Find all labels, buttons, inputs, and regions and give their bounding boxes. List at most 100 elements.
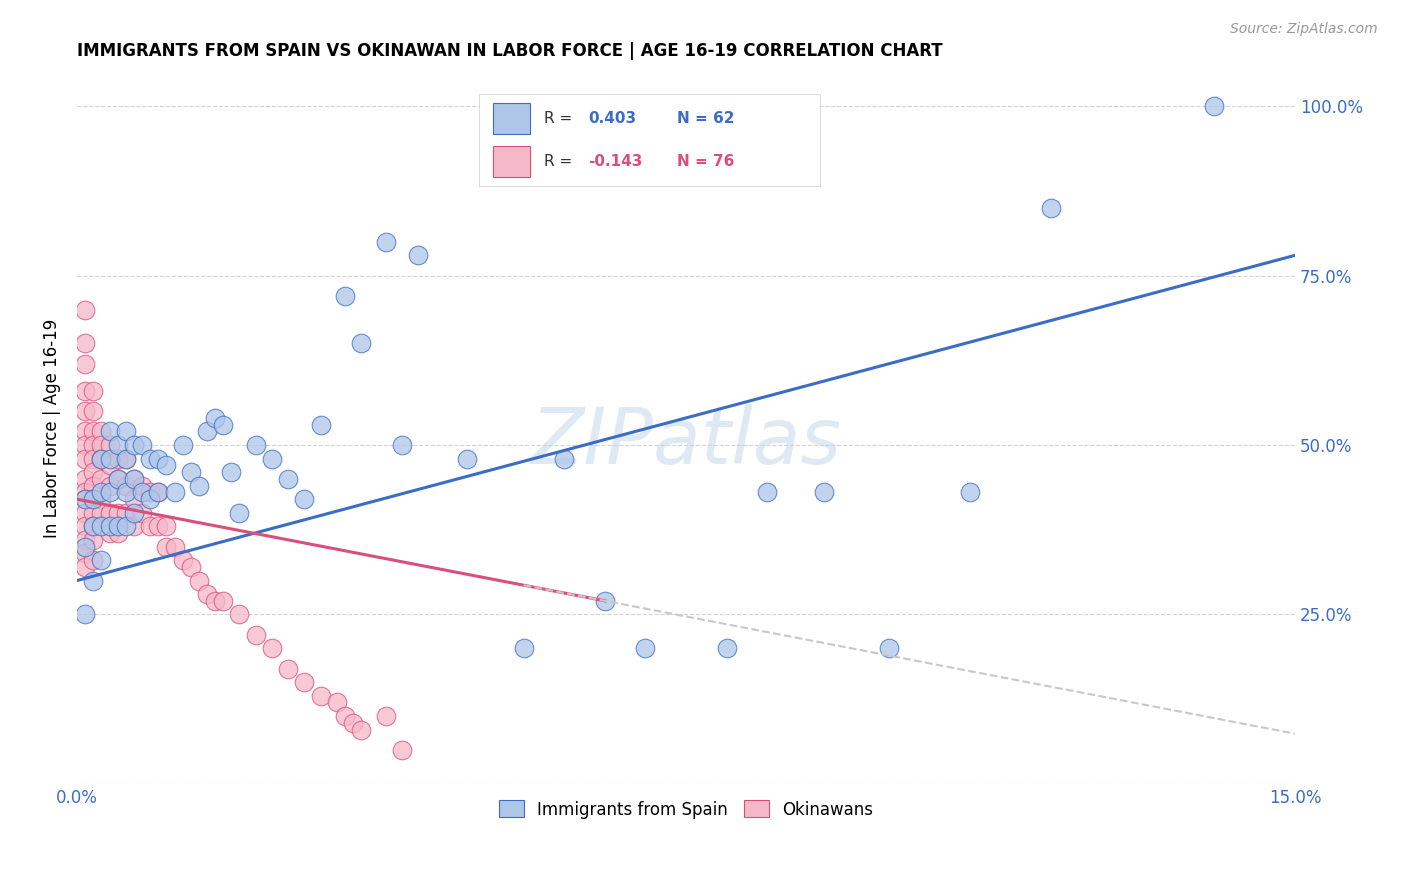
Point xyxy=(75,506,97,520)
Point xyxy=(75,451,97,466)
Point xyxy=(180,560,202,574)
Point xyxy=(155,519,177,533)
Point xyxy=(245,438,267,452)
Point xyxy=(82,438,104,452)
Point xyxy=(406,248,429,262)
Point xyxy=(98,458,121,473)
Point xyxy=(98,526,121,541)
Point xyxy=(122,519,145,533)
Point xyxy=(90,492,112,507)
Text: Source: ZipAtlas.com: Source: ZipAtlas.com xyxy=(1230,22,1378,37)
Point xyxy=(90,519,112,533)
Point xyxy=(114,519,136,533)
Point xyxy=(107,506,129,520)
Point xyxy=(75,404,97,418)
Point xyxy=(75,384,97,398)
Point xyxy=(82,506,104,520)
Y-axis label: In Labor Force | Age 16-19: In Labor Force | Age 16-19 xyxy=(44,318,60,538)
Point xyxy=(107,472,129,486)
Point xyxy=(82,425,104,439)
Point xyxy=(131,506,153,520)
Point xyxy=(260,451,283,466)
Point xyxy=(75,533,97,547)
Point xyxy=(75,485,97,500)
Point xyxy=(277,662,299,676)
Point xyxy=(122,506,145,520)
Point xyxy=(107,519,129,533)
Point xyxy=(82,384,104,398)
Point xyxy=(813,485,835,500)
Point xyxy=(195,425,218,439)
Point xyxy=(333,709,356,723)
Point xyxy=(374,709,396,723)
Point xyxy=(75,560,97,574)
Point xyxy=(277,472,299,486)
Point xyxy=(391,743,413,757)
Point xyxy=(90,438,112,452)
Point xyxy=(82,478,104,492)
Point xyxy=(172,553,194,567)
Point xyxy=(122,472,145,486)
Point xyxy=(148,485,170,500)
Point xyxy=(148,519,170,533)
Point xyxy=(294,675,316,690)
Point xyxy=(131,438,153,452)
Point xyxy=(294,492,316,507)
Point xyxy=(350,336,373,351)
Point xyxy=(98,519,121,533)
Point xyxy=(148,485,170,500)
Point xyxy=(122,472,145,486)
Point xyxy=(195,587,218,601)
Point xyxy=(114,506,136,520)
Point xyxy=(75,546,97,560)
Point xyxy=(163,485,186,500)
Point xyxy=(90,506,112,520)
Point xyxy=(114,451,136,466)
Point xyxy=(756,485,779,500)
Point xyxy=(114,451,136,466)
Point xyxy=(593,594,616,608)
Point xyxy=(98,451,121,466)
Point xyxy=(180,465,202,479)
Point xyxy=(75,302,97,317)
Point xyxy=(82,533,104,547)
Point xyxy=(342,715,364,730)
Point xyxy=(82,492,104,507)
Point xyxy=(75,540,97,554)
Point xyxy=(139,451,162,466)
Point xyxy=(155,540,177,554)
Point xyxy=(107,526,129,541)
Point xyxy=(90,472,112,486)
Point xyxy=(260,641,283,656)
Point xyxy=(82,519,104,533)
Point xyxy=(634,641,657,656)
Point xyxy=(204,594,226,608)
Point xyxy=(245,628,267,642)
Point xyxy=(187,574,209,588)
Point xyxy=(204,411,226,425)
Point xyxy=(122,438,145,452)
Point xyxy=(333,289,356,303)
Point xyxy=(391,438,413,452)
Point xyxy=(75,519,97,533)
Point xyxy=(75,472,97,486)
Point xyxy=(131,478,153,492)
Point xyxy=(98,478,121,492)
Point xyxy=(114,485,136,500)
Point xyxy=(122,492,145,507)
Point xyxy=(75,425,97,439)
Point xyxy=(163,540,186,554)
Point xyxy=(82,574,104,588)
Point xyxy=(512,641,534,656)
Point xyxy=(82,451,104,466)
Point xyxy=(107,438,129,452)
Point xyxy=(155,458,177,473)
Point xyxy=(1040,201,1063,215)
Point xyxy=(98,506,121,520)
Point xyxy=(131,485,153,500)
Point xyxy=(82,553,104,567)
Point xyxy=(553,451,575,466)
Point xyxy=(228,607,250,622)
Point xyxy=(75,492,97,507)
Point xyxy=(98,485,121,500)
